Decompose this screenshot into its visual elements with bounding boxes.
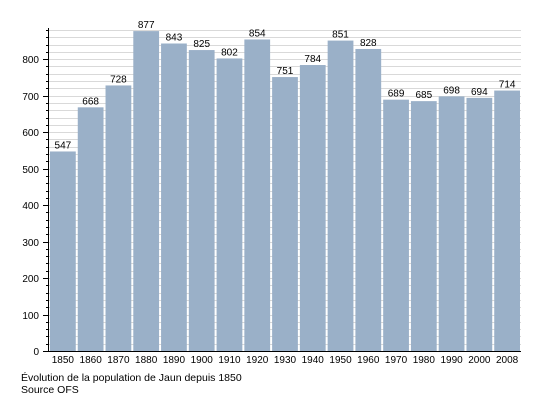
value-label-1850: 547 [55, 140, 72, 151]
bar-1950 [327, 40, 354, 352]
y-tick-label-200: 200 [22, 274, 39, 285]
x-tick-labels: 1850 1860 1870 1880 1890 1900 1910 1920 1930 1940… [52, 355, 519, 366]
bar-1920 [244, 39, 271, 351]
bar-1870 [105, 85, 132, 351]
value-label-1880: 877 [138, 20, 155, 31]
x-tick-label-1890: 1890 [163, 355, 186, 366]
x-tick-label-1920: 1920 [246, 355, 269, 366]
bar-1980 [410, 101, 437, 352]
value-label-1900: 825 [193, 39, 210, 50]
value-label-1940: 784 [304, 54, 321, 65]
value-label-1990: 698 [443, 85, 460, 96]
x-tick-label-1940: 1940 [302, 355, 325, 366]
x-tick-label-1900: 1900 [191, 355, 214, 366]
y-tick-label-600: 600 [22, 128, 39, 139]
x-tick-label-1930: 1930 [274, 355, 297, 366]
x-tick-label-1970: 1970 [385, 355, 408, 366]
y-tick-label-100: 100 [22, 311, 39, 322]
value-label-1860: 668 [82, 96, 99, 107]
x-tick-label-2008: 2008 [496, 355, 519, 366]
value-label-1920: 854 [249, 28, 266, 39]
bar-1860 [77, 107, 104, 351]
value-label-1930: 751 [277, 66, 294, 77]
bar-1990 [438, 96, 465, 351]
value-label-1870: 728 [110, 74, 127, 85]
x-tick-label-1950: 1950 [329, 355, 352, 366]
x-tick-label-1980: 1980 [413, 355, 436, 366]
bar-2008 [494, 90, 520, 351]
bar-1930 [272, 77, 298, 352]
y-tick-label-0: 0 [33, 347, 39, 358]
x-tick-label-1870: 1870 [107, 355, 130, 366]
bar-1890 [161, 43, 187, 352]
chart-caption: Évolution de la population de Jaun depui… [21, 372, 242, 384]
bar-1850 [50, 151, 76, 351]
y-tick-label-700: 700 [22, 92, 39, 103]
y-tick-label-400: 400 [22, 201, 39, 212]
x-tick-label-1880: 1880 [135, 355, 158, 366]
data-labels: 547 668 728 877 843 825 802 854 751 784 851 828 689 6… [55, 20, 516, 151]
value-label-1970: 689 [388, 89, 405, 100]
y-tick-label-800: 800 [22, 55, 39, 66]
x-tick-label-1910: 1910 [218, 355, 241, 366]
value-label-1910: 802 [221, 47, 238, 58]
bar-1970 [383, 99, 409, 351]
value-label-1980: 685 [415, 90, 432, 101]
bar-1960 [355, 48, 382, 352]
value-label-1960: 828 [360, 38, 377, 49]
y-tick-labels: 0 100 200 300 400 500 600 700 800 [22, 55, 39, 358]
value-label-1890: 843 [166, 32, 183, 43]
x-tick-label-1860: 1860 [80, 355, 103, 366]
x-tick-label-1960: 1960 [357, 355, 380, 366]
bar-2000 [466, 97, 493, 352]
value-label-2000: 694 [471, 87, 488, 98]
bar-1900 [188, 50, 215, 351]
axes [43, 28, 521, 352]
value-label-1950: 851 [332, 30, 349, 41]
bar-1910 [216, 58, 243, 352]
value-label-2008: 714 [499, 80, 516, 91]
x-tick-label-1850: 1850 [52, 355, 75, 366]
x-tick-label-1990: 1990 [440, 355, 463, 366]
x-tick-label-2000: 2000 [468, 355, 491, 366]
bar-1940 [299, 65, 326, 351]
y-tick-label-300: 300 [22, 238, 39, 249]
bars [50, 31, 520, 352]
y-tick-label-500: 500 [22, 165, 39, 176]
chart-source: Source OFS [21, 384, 79, 396]
bar-1880 [133, 31, 160, 351]
